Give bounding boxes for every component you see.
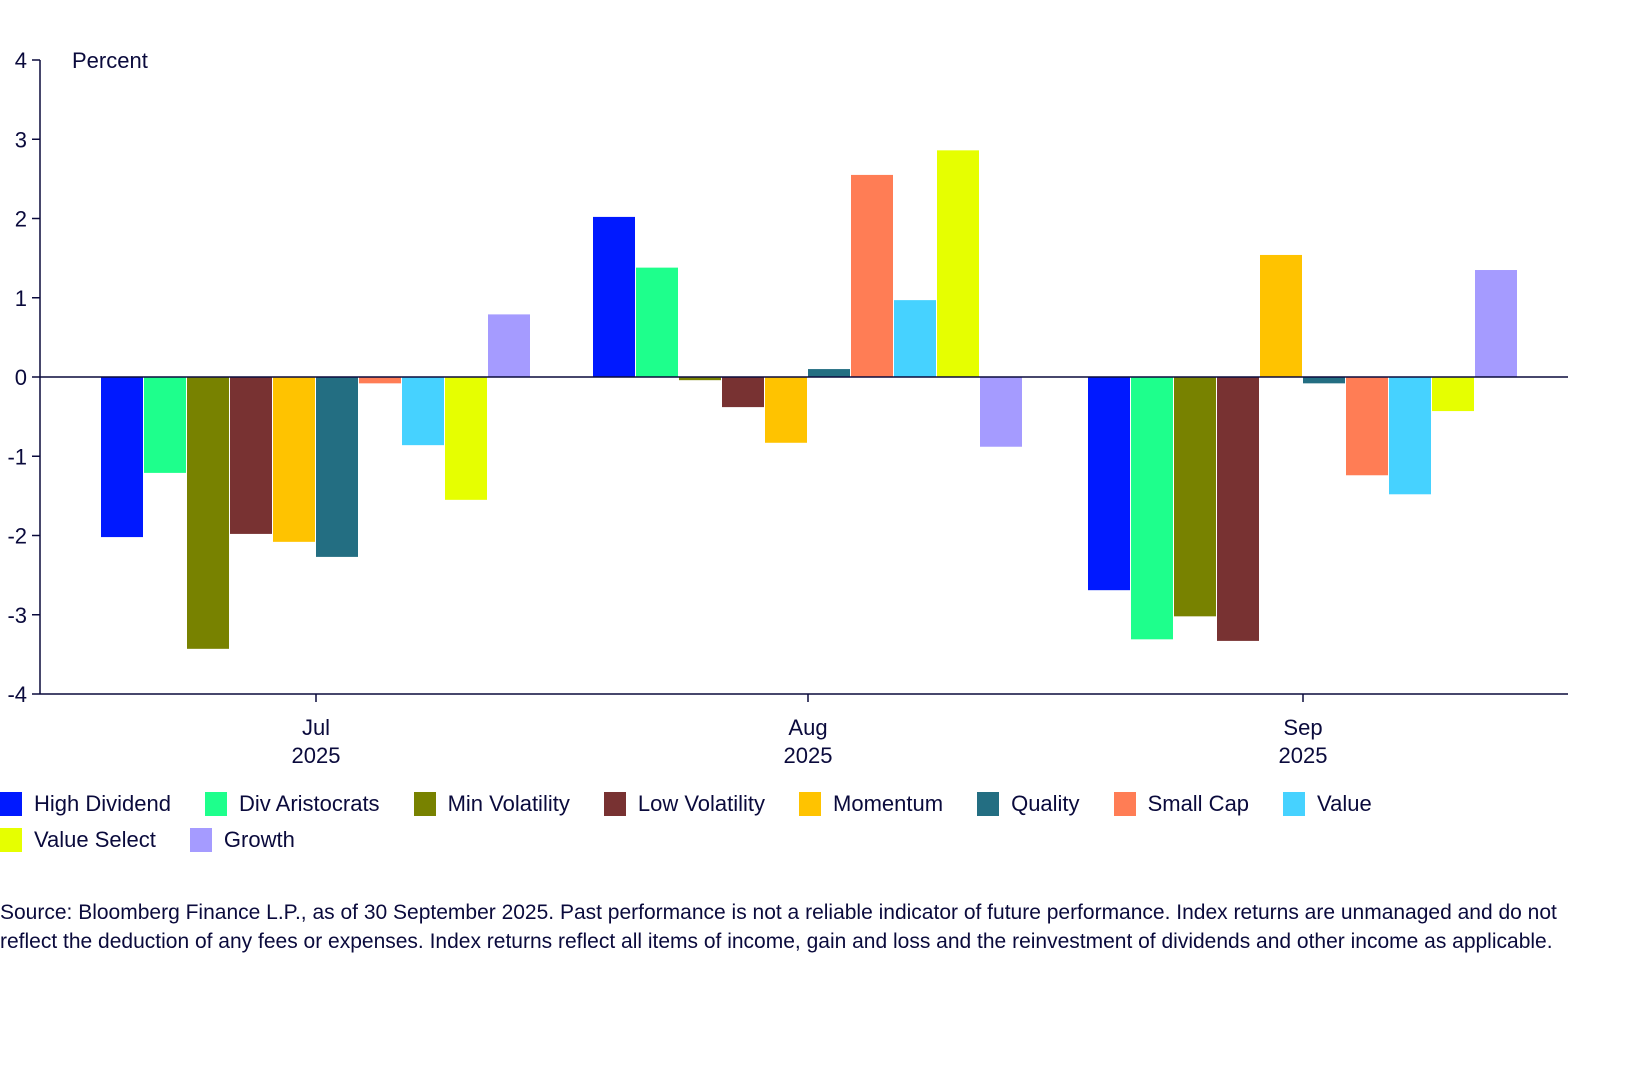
bar <box>144 377 186 473</box>
legend-label: Value Select <box>34 827 156 852</box>
bar <box>636 267 678 377</box>
bar <box>488 314 530 377</box>
legend-swatch <box>977 792 1000 816</box>
legend-swatch <box>0 792 22 816</box>
legend-swatch <box>0 828 22 852</box>
legend-label: Growth <box>223 827 295 852</box>
legend-item: Small Cap <box>1113 791 1250 816</box>
legend-swatch <box>603 792 626 816</box>
bar <box>316 377 358 557</box>
y-tick-label: -2 <box>7 524 27 549</box>
axes-layer: 4 3 2 1 0 -1 -2 -3 -4 Jul 2025 Aug 2025 Sep 2025 <box>7 48 1568 768</box>
bar <box>230 377 272 534</box>
x-tick-label-month: Aug <box>788 715 827 740</box>
bar <box>1303 377 1345 384</box>
bar <box>273 377 315 542</box>
legend-label: High Dividend <box>34 791 171 816</box>
legend-swatch <box>1113 792 1136 816</box>
bar <box>187 377 229 649</box>
bar <box>1088 377 1130 591</box>
legend-swatch <box>1283 792 1306 816</box>
bar <box>937 150 979 377</box>
bar <box>445 377 487 500</box>
legend-item: Growth <box>189 827 295 852</box>
y-tick-label: 1 <box>15 286 27 311</box>
bar-chart: 4 3 2 1 0 -1 -2 -3 -4 Jul 2025 Aug 2025 Sep 2025 Perce… <box>7 48 1568 768</box>
legend-item: Min Volatility <box>413 791 570 816</box>
bar <box>1475 270 1517 377</box>
legend-swatch <box>204 792 227 816</box>
bar <box>808 369 850 377</box>
bar <box>1389 377 1431 495</box>
legend-label: Value <box>1317 791 1372 816</box>
legend-label: Momentum <box>833 791 944 816</box>
bar <box>980 377 1022 447</box>
legend-label: Quality <box>1011 791 1080 816</box>
bar <box>359 377 401 384</box>
y-tick-label: 2 <box>15 207 27 232</box>
y-tick-label: -4 <box>7 682 27 707</box>
legend-item: High Dividend <box>0 791 171 816</box>
bars-layer <box>101 150 1517 649</box>
y-tick-label: 4 <box>15 48 27 73</box>
legend: High Dividend Div Aristocrats Min Volatili… <box>0 791 1560 852</box>
legend-swatch <box>413 792 436 816</box>
legend-label: Min Volatility <box>447 791 570 816</box>
legend-item: Momentum <box>799 791 944 816</box>
x-tick-label-month: Sep <box>1283 715 1322 740</box>
bar <box>101 377 143 538</box>
legend-label: Small Cap <box>1147 791 1250 816</box>
bar <box>1432 377 1474 412</box>
bar <box>1260 254 1302 377</box>
bar <box>1131 377 1173 640</box>
legend-item: Quality <box>977 791 1080 816</box>
legend-label: Low Volatility <box>637 791 766 816</box>
bar <box>1174 377 1216 617</box>
legend-item: Div Aristocrats <box>204 791 380 816</box>
y-tick-label: 0 <box>15 365 27 390</box>
bar <box>765 377 807 443</box>
bar <box>679 377 721 381</box>
y-tick-label: -1 <box>7 444 27 469</box>
bar <box>851 174 893 377</box>
x-tick-label-year: 2025 <box>1279 743 1328 768</box>
legend-item: Low Volatility <box>603 791 766 816</box>
legend-swatch <box>189 828 212 852</box>
source-note: Source: Bloomberg Finance L.P., as of 30… <box>0 901 1557 953</box>
legend-swatch <box>799 792 822 816</box>
legend-label: Div Aristocrats <box>238 791 380 816</box>
y-axis-label: Percent <box>72 48 148 73</box>
bar <box>894 300 936 377</box>
y-tick-label: -3 <box>7 603 27 628</box>
x-tick-label-month: Jul <box>302 715 330 740</box>
bar <box>1346 377 1388 476</box>
x-tick-label-year: 2025 <box>292 743 341 768</box>
y-tick-label: 3 <box>15 127 27 152</box>
legend-item: Value Select <box>0 827 156 852</box>
x-tick-label-year: 2025 <box>784 743 833 768</box>
bar <box>402 377 444 446</box>
bar <box>722 377 764 408</box>
bar <box>593 216 635 377</box>
legend-item: Value <box>1283 791 1372 816</box>
bar <box>1217 377 1259 641</box>
